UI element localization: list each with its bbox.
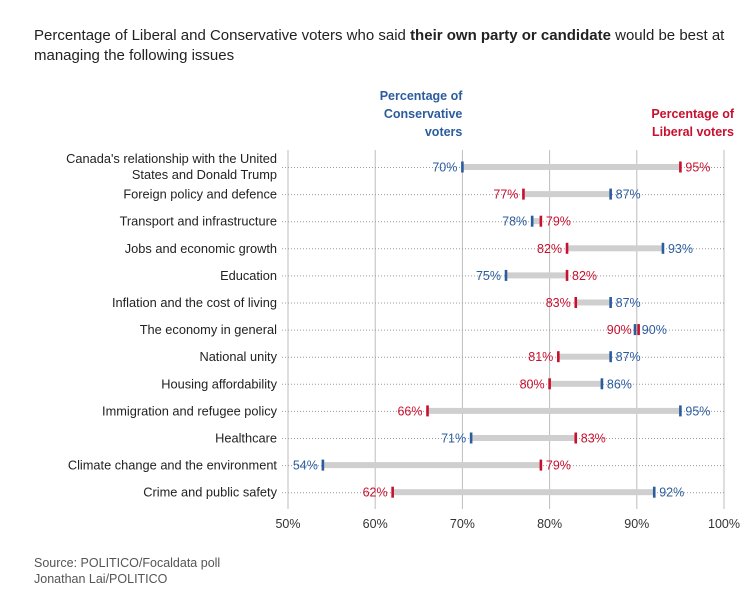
category-label: Canada's relationship with the United — [66, 151, 277, 166]
conservative-value-label: 95% — [685, 404, 710, 418]
category-label: Immigration and refugee policy — [102, 403, 278, 418]
title-text: Percentage of Liberal and Conservative v… — [34, 27, 411, 44]
liberal-marker — [574, 432, 578, 444]
x-tick-label: 60% — [363, 517, 388, 531]
x-tick-label: 80% — [537, 517, 562, 531]
connector-bar — [322, 462, 541, 469]
conservative-value-label: 54% — [293, 459, 318, 473]
conservative-value-label: 90% — [642, 323, 667, 337]
liberal-value-label: 82% — [572, 269, 597, 283]
conservative-value-label: 70% — [432, 161, 457, 175]
connector-bar — [575, 299, 611, 306]
conservative-marker — [652, 486, 656, 498]
conservative-value-label: 87% — [616, 188, 641, 202]
liberal-marker — [565, 269, 569, 281]
title-bold: their own party or candidate — [410, 27, 611, 44]
category-label: Inflation and the cost of living — [112, 295, 277, 310]
liberal-value-label: 79% — [546, 215, 571, 229]
conservative-marker — [530, 215, 534, 227]
category-label: Climate change and the environment — [68, 458, 278, 473]
connector-bar — [558, 353, 611, 360]
liberal-value-label: 83% — [546, 296, 571, 310]
conservative-value-label: 75% — [476, 269, 501, 283]
liberal-value-label: 83% — [581, 432, 606, 446]
connector-bar — [506, 272, 568, 279]
x-tick-label: 50% — [275, 517, 300, 531]
conservative-value-label: 87% — [616, 350, 641, 364]
connector-bar — [549, 380, 602, 387]
x-tick-label: 70% — [450, 517, 475, 531]
liberal-marker — [637, 324, 640, 336]
connector-bar — [471, 435, 576, 441]
category-label: Transport and infrastructure — [120, 214, 277, 229]
liberal-value-label: 81% — [528, 350, 553, 364]
category-label: National unity — [199, 349, 277, 364]
connector-bar — [567, 245, 663, 252]
liberal-legend-label: Liberal voters — [652, 125, 734, 139]
source-note: Source: POLITICO/Focaldata poll — [34, 556, 221, 570]
conservative-marker — [321, 459, 325, 471]
conservative-value-label: 71% — [441, 432, 466, 446]
category-label: Crime and public safety — [143, 485, 277, 500]
liberal-legend-label: Percentage of — [651, 107, 735, 121]
category-label: Jobs and economic growth — [125, 241, 277, 256]
chart-title: Percentage of Liberal and Conservative v… — [34, 26, 734, 66]
conservative-value-label: 78% — [502, 215, 527, 229]
liberal-marker — [557, 351, 560, 363]
connector-bar — [523, 191, 611, 198]
conservative-legend-label: Conservative — [384, 107, 463, 121]
conservative-value-label: 86% — [607, 377, 632, 391]
conservative-legend-label: Percentage of — [380, 89, 464, 103]
conservative-marker — [679, 405, 682, 417]
liberal-marker — [539, 215, 543, 227]
liberal-value-label: 66% — [397, 404, 422, 418]
connector-bar — [427, 407, 681, 414]
liberal-value-label: 90% — [607, 323, 632, 337]
liberal-marker — [679, 161, 682, 173]
conservative-marker — [600, 378, 604, 390]
category-label: The economy in general — [140, 322, 277, 337]
conservative-marker — [504, 269, 508, 281]
category-label: Education — [220, 268, 277, 283]
liberal-marker — [574, 297, 578, 308]
conservative-value-label: 93% — [668, 242, 693, 256]
category-label: Housing affordability — [161, 376, 277, 391]
liberal-value-label: 82% — [537, 242, 562, 256]
liberal-value-label: 79% — [546, 459, 571, 473]
conservative-value-label: 87% — [616, 296, 641, 310]
conservative-value-label: 92% — [659, 486, 684, 500]
connector-bar — [532, 218, 541, 225]
x-tick-label: 100% — [708, 517, 740, 531]
footer: Source: POLITICO/Focaldata poll Jonathan… — [34, 555, 220, 587]
conservative-marker — [609, 351, 612, 363]
conservative-marker — [609, 297, 612, 308]
x-tick-label: 90% — [624, 517, 649, 531]
liberal-value-label: 95% — [685, 161, 710, 175]
liberal-marker — [539, 459, 543, 471]
category-label: States and Donald Trump — [132, 167, 277, 182]
category-label: Healthcare — [215, 431, 277, 446]
liberal-value-label: 77% — [493, 188, 518, 202]
conservative-marker — [633, 324, 637, 336]
liberal-marker — [548, 378, 551, 390]
conservative-marker — [469, 432, 473, 444]
liberal-value-label: 62% — [363, 486, 388, 500]
liberal-marker — [391, 486, 394, 498]
conservative-legend-label: voters — [425, 125, 463, 139]
category-label: Foreign policy and defence — [123, 187, 277, 202]
credit-note: Jonathan Lai/POLITICO — [34, 572, 168, 586]
connector-bar — [392, 489, 655, 496]
connector-bar — [462, 164, 681, 170]
liberal-marker — [426, 405, 429, 417]
conservative-marker — [661, 242, 665, 254]
title-text-end: would be best at managing the following … — [34, 27, 725, 64]
conservative-marker — [609, 188, 612, 200]
liberal-marker — [522, 188, 525, 200]
conservative-marker — [461, 161, 464, 173]
liberal-value-label: 80% — [520, 377, 545, 391]
liberal-marker — [565, 242, 569, 254]
